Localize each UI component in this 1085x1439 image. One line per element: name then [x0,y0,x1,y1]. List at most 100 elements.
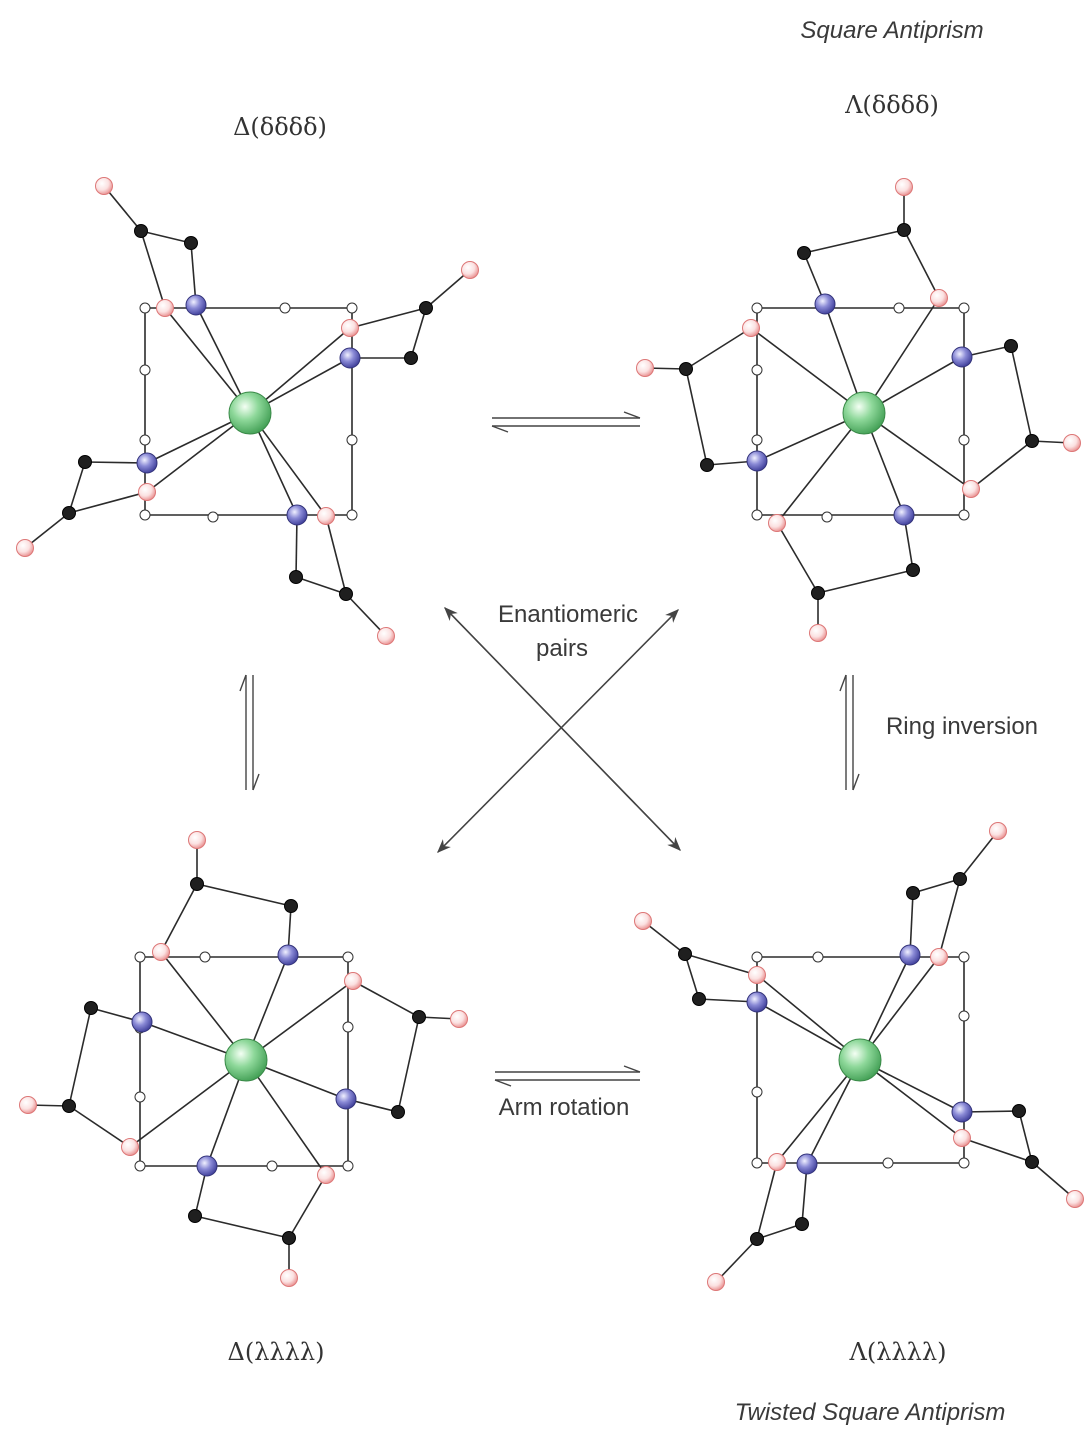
ring-carbon [134,1160,146,1172]
enantiomer-cross-arrows [437,606,681,853]
oxygen-atom [377,627,395,645]
arm-bond [160,883,198,953]
arm-carbon [897,223,911,237]
label-lambda-dddd: Λ(δδδδ) [844,91,939,119]
oxygen-atom [707,1273,725,1291]
arm-bond [685,368,708,466]
oxygen-atom [809,624,827,642]
oxygen-atom [962,480,980,498]
oxygen-atom [19,1096,37,1114]
oxygen-atom [1063,434,1081,452]
oxygen-atom [953,1129,971,1147]
arm-carbon [1025,434,1039,448]
arm-carbon [282,1231,296,1245]
nitrogen-atom [746,991,768,1013]
equilibrium-arrow-left [239,674,260,791]
arm-carbon [190,877,204,891]
arm-bond [103,185,142,232]
atoms-bl [19,831,468,1287]
arm-bond [912,878,961,894]
nitrogen-atom [746,450,768,472]
arm-carbon [1004,339,1018,353]
arm-bond [938,878,961,958]
oxygen-atom [121,1138,139,1156]
ring-carbon [342,1160,354,1172]
arm-carbon [188,1209,202,1223]
ring-carbon [821,511,833,523]
nitrogen-atom [899,944,921,966]
ring-carbon [199,951,211,963]
ring-carbon [812,951,824,963]
ring-carbon [207,511,219,523]
oxygen-atom [748,966,766,984]
arm-carbon [78,455,92,469]
ring-carbon [139,364,151,376]
ring-carbon [751,951,763,963]
ring-carbon [958,1010,970,1022]
arm-carbon [678,947,692,961]
oxygen-atom [317,507,335,525]
structure-tr [636,178,1081,642]
nitrogen-atom [277,944,299,966]
ring-carbon [342,951,354,963]
arm-bond [803,229,905,254]
metal-o-bond [859,956,940,1061]
arm-bond [425,269,471,309]
arm-carbon [797,246,811,260]
metal-o-bond [756,974,861,1061]
label-lambda-llll: Λ(λλλλ) [849,1338,947,1366]
ring-carbon [751,1086,763,1098]
metal-center [842,391,886,435]
arm-bond [756,1223,803,1240]
metal-o-bond [146,412,251,493]
oxygen-atom [742,319,760,337]
arm-carbon [700,458,714,472]
ring-carbon [958,1157,970,1169]
structure-tl [16,177,479,645]
arm-carbon [284,899,298,913]
nitrogen-atom [796,1153,818,1175]
arm-carbon [62,1099,76,1113]
arm-bond [397,1016,420,1113]
arm-bond [68,461,86,514]
ring-carbon [751,1157,763,1169]
arm-bond [903,229,940,299]
oxygen-atom [138,483,156,501]
metal-center [228,391,272,435]
arm-carbon [289,570,303,584]
arm-carbon [750,1232,764,1246]
ring-carbon [279,302,291,314]
oxygen-atom [768,1153,786,1171]
nitrogen-atom [185,294,207,316]
metal-o-bond [160,951,247,1061]
ring-carbon [751,364,763,376]
ring-carbon [882,1157,894,1169]
nitrogen-atom [136,452,158,474]
label-delta-llll: Δ(λλλλ) [228,1338,325,1366]
arm-carbon [184,236,198,250]
label-arm-rotation: Arm rotation [499,1094,630,1121]
nitrogen-atom [893,504,915,526]
arm-carbon [339,587,353,601]
metal-center [838,1038,882,1082]
arm-bond [68,1105,131,1148]
ring-carbon [958,509,970,521]
metal-o-bond [245,1059,327,1176]
oxygen-atom [341,319,359,337]
arm-bond [24,512,70,549]
ring-carbon [139,302,151,314]
arm-bond [1031,1161,1076,1200]
nitrogen-atom [951,346,973,368]
arm-bond [194,1215,290,1239]
arm-bond [140,230,166,309]
arm-bond [352,980,420,1018]
oxygen-atom [1066,1190,1084,1208]
structure-br [634,822,1084,1291]
arm-bond [325,515,347,595]
arm-bond [1010,345,1033,442]
metal-o-bond [249,327,351,414]
oxygen-atom [188,831,206,849]
nitrogen-atom [286,504,308,526]
oxygen-atom [930,289,948,307]
nitrogen-atom [335,1088,357,1110]
